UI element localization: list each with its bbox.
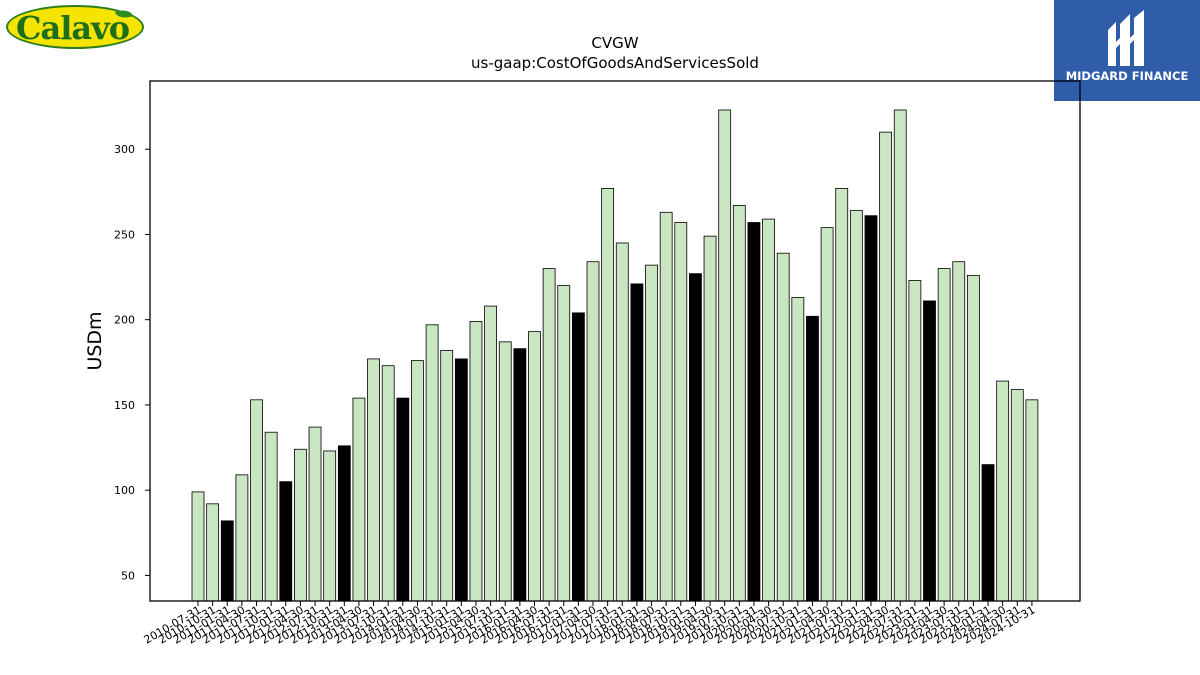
chart-subtitle: us-gaap:CostOfGoodsAndServicesSold bbox=[471, 54, 759, 72]
bar-2014-07-31 bbox=[425, 324, 439, 602]
bar-2024-10-31 bbox=[1025, 399, 1039, 602]
bar-2023-07-31 bbox=[952, 261, 966, 602]
bar-2024-04-30 bbox=[996, 380, 1010, 602]
bar-2011-07-31 bbox=[250, 399, 263, 602]
bar-2016-01-31 bbox=[513, 348, 527, 602]
bar-2022-04-30 bbox=[879, 131, 893, 602]
y-tick-label: 100 bbox=[114, 484, 135, 497]
bar-2024-07-31 bbox=[1010, 389, 1024, 602]
bar-2012-10-31 bbox=[323, 450, 337, 602]
bar-2016-04-30 bbox=[528, 331, 541, 602]
bar-2022-01-31 bbox=[864, 215, 878, 602]
bar-2013-01-31 bbox=[337, 445, 351, 602]
midgard-logo-text: MIDGARD FINANCE bbox=[1065, 69, 1189, 83]
bar-2020-04-30 bbox=[762, 218, 775, 602]
bar-2010-07-31 bbox=[191, 491, 205, 602]
bar-2017-10-31 bbox=[615, 242, 629, 602]
bar-2014-01-31 bbox=[396, 397, 410, 602]
bar-2015-07-31 bbox=[484, 305, 498, 602]
bars-group bbox=[191, 109, 1039, 602]
bar-2017-07-31 bbox=[601, 188, 615, 602]
midgard-finance-logo: MIDGARD FINANCE bbox=[1054, 0, 1200, 101]
bar-2022-07-31 bbox=[893, 109, 907, 602]
bar-2019-10-31 bbox=[732, 205, 746, 602]
y-tick-label: 50 bbox=[121, 569, 135, 582]
bar-2011-01-31 bbox=[220, 520, 234, 602]
bar-2016-10-31 bbox=[557, 285, 571, 602]
bar-2011-10-31 bbox=[264, 431, 278, 602]
bar-2023-01-31 bbox=[923, 300, 936, 602]
bar-2014-10-31 bbox=[440, 349, 454, 602]
bar-2022-10-31 bbox=[908, 280, 922, 602]
bar-2019-01-31 bbox=[689, 273, 702, 602]
bar-2020-10-31 bbox=[791, 297, 805, 602]
y-tick-label: 300 bbox=[114, 143, 135, 156]
bar-2013-07-31 bbox=[367, 358, 380, 602]
bar-2012-04-30 bbox=[294, 448, 307, 602]
bar-2015-01-31 bbox=[454, 358, 468, 602]
bar-2018-04-30 bbox=[645, 264, 658, 602]
bar-2024-01-31 bbox=[981, 464, 995, 602]
bar-2019-04-30 bbox=[703, 235, 717, 602]
chart-title: CVGW bbox=[591, 34, 638, 52]
bar-2018-07-31 bbox=[659, 211, 673, 602]
bar-2021-07-31 bbox=[835, 188, 849, 602]
bar-2010-10-31 bbox=[206, 503, 220, 602]
bar-2011-04-30 bbox=[235, 474, 249, 602]
y-axis-label: USDm bbox=[84, 311, 106, 370]
y-axis: 50 100 150 200 250 300 bbox=[114, 143, 150, 582]
bar-2015-10-31 bbox=[498, 341, 512, 602]
bar-2017-01-31 bbox=[571, 312, 585, 602]
calavo-logo-text: Calavo bbox=[16, 9, 130, 47]
bar-2018-10-31 bbox=[674, 222, 688, 602]
bar-2012-07-31 bbox=[308, 426, 322, 602]
calavo-logo: Calavo bbox=[6, 5, 146, 51]
bar-2013-10-31 bbox=[381, 365, 395, 602]
plot-frame bbox=[149, 80, 1081, 602]
bar-2017-04-30 bbox=[586, 261, 600, 602]
x-axis: 2010-07-312010-10-312011-01-312011-04-30… bbox=[142, 601, 1037, 647]
y-tick-label: 250 bbox=[114, 228, 135, 241]
y-tick-label: 150 bbox=[114, 399, 135, 412]
bar-2014-04-30 bbox=[411, 360, 424, 602]
bar-2020-01-31 bbox=[747, 222, 761, 602]
bar-2012-01-31 bbox=[279, 481, 293, 602]
y-tick-label: 200 bbox=[114, 314, 135, 327]
bar-2021-10-31 bbox=[849, 210, 863, 602]
bar-2021-04-30 bbox=[820, 227, 834, 602]
bar-2021-01-31 bbox=[806, 315, 819, 602]
bar-2023-10-31 bbox=[966, 274, 980, 602]
bar-2020-07-31 bbox=[776, 252, 790, 602]
bar-2015-04-30 bbox=[469, 320, 483, 602]
bar-2019-07-31 bbox=[718, 109, 732, 602]
bar-2023-04-30 bbox=[937, 268, 951, 602]
bar-2013-04-30 bbox=[352, 397, 366, 602]
bar-2018-01-31 bbox=[630, 283, 644, 602]
midgard-emblem-icon bbox=[1108, 10, 1144, 66]
bar-2016-07-31 bbox=[542, 268, 556, 602]
